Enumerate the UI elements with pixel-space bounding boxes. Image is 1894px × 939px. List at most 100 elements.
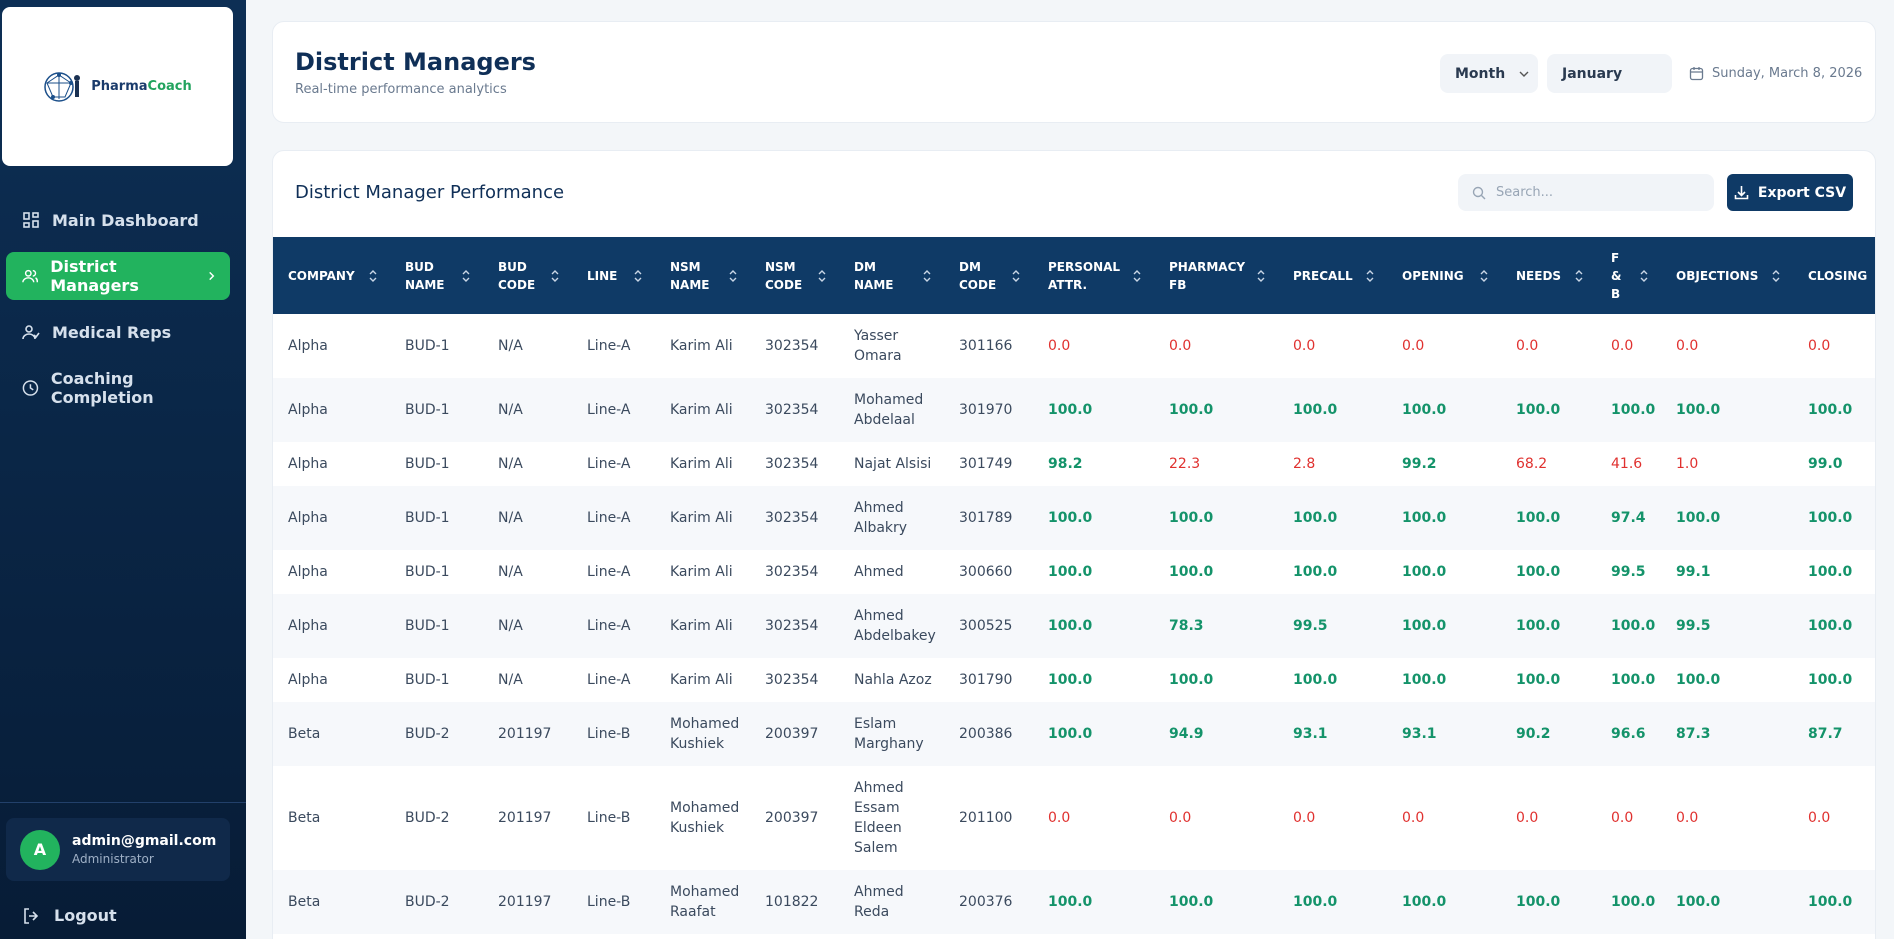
header-card: District Managers Real-time performance …: [272, 21, 1876, 123]
score-cell: 100.0: [1033, 702, 1154, 766]
brand-a: Pharma: [91, 79, 148, 94]
score-cell: 100.0: [1387, 594, 1501, 658]
table-cell: BUD-2: [390, 702, 483, 766]
table-cell: 200397: [765, 810, 819, 826]
score-cell: 0.0: [1676, 810, 1699, 826]
table-cell: 302354: [765, 456, 819, 472]
column-header[interactable]: DM CODE: [944, 237, 1033, 314]
period-type-select[interactable]: Month: [1440, 54, 1538, 93]
nav-label: District Managers: [50, 257, 139, 295]
column-label: NSM CODE: [765, 259, 803, 292]
table-cell: N/A: [498, 456, 523, 472]
column-header[interactable]: F & B: [1596, 237, 1661, 314]
score-cell: 0.0: [1676, 338, 1699, 354]
column-header[interactable]: DM NAME: [839, 237, 944, 314]
column-header[interactable]: NSM NAME: [655, 237, 750, 314]
score-cell: 100.0: [1501, 486, 1596, 550]
column-header[interactable]: CLOSING: [1793, 237, 1875, 314]
table-cell: 301970: [944, 378, 1033, 442]
score-cell: 93.1: [1278, 702, 1387, 766]
table-cell: Line-B: [587, 810, 631, 826]
table-cell: Alpha: [288, 456, 328, 472]
score-cell: 100.0: [1516, 564, 1561, 580]
table-cell: Alpha: [288, 564, 328, 580]
score-cell: 100.0: [1154, 870, 1278, 934]
score-cell: 99.5: [1278, 594, 1387, 658]
table-cell: Mohamed Kushiek: [670, 800, 740, 836]
score-cell: 93.1: [1387, 702, 1501, 766]
score-cell: 78.3: [1154, 594, 1278, 658]
table-cell: Line-A: [587, 672, 631, 688]
nav-item[interactable]: Medical Reps: [6, 308, 230, 356]
user-role: Administrator: [72, 852, 154, 866]
nav-item[interactable]: Coaching Completion: [6, 364, 230, 412]
score-cell: 100.0: [1278, 870, 1387, 934]
score-cell: 0.0: [1048, 810, 1071, 826]
table-cell: BUD-1: [390, 594, 483, 658]
column-header[interactable]: LINE: [572, 237, 655, 314]
period-select[interactable]: January: [1547, 54, 1672, 93]
table-cell: 201197: [483, 870, 572, 934]
column-label: BUD CODE: [498, 259, 536, 292]
table-cell: 301790: [959, 672, 1013, 688]
table-cell: 302354: [750, 594, 839, 658]
score-cell: 100.0: [1169, 564, 1214, 580]
logo: Pharma Coach: [2, 7, 233, 166]
divider: [0, 802, 246, 803]
table-cell: Alpha: [273, 486, 390, 550]
column-header[interactable]: NSM CODE: [750, 237, 839, 314]
page-subtitle: Real-time performance analytics: [295, 82, 507, 97]
table-cell: 300525: [944, 594, 1033, 658]
column-header[interactable]: PRECALL: [1278, 237, 1387, 314]
search-box[interactable]: Search...: [1458, 174, 1714, 211]
table-cell: Line-A: [587, 338, 631, 354]
column-header[interactable]: NEEDS: [1501, 237, 1596, 314]
score-cell: 100.0: [1293, 564, 1338, 580]
score-cell: 100.0: [1501, 594, 1596, 658]
nav-item[interactable]: Main Dashboard: [6, 196, 230, 244]
export-label: Export CSV: [1757, 184, 1847, 201]
column-header[interactable]: BUD CODE: [483, 237, 572, 314]
score-cell: 0.0: [1611, 810, 1634, 826]
table-cell: 301166: [959, 338, 1013, 354]
score-cell: 0.0: [1808, 810, 1831, 826]
score-cell: 1.0: [1676, 456, 1699, 472]
score-cell: 100.0: [1661, 486, 1793, 550]
data-table: COMPANY BUD NAME BUD CODE LINE NSM NAME NSM C…: [273, 237, 1875, 934]
logout[interactable]: Logout: [22, 906, 117, 925]
score-cell: 98.2: [1048, 456, 1083, 472]
column-header[interactable]: OBJECTIONS: [1661, 237, 1793, 314]
export-button[interactable]: Export CSV: [1727, 174, 1853, 211]
score-cell: 100.0: [1793, 870, 1875, 934]
table-row: Beta BUD-2 201197 Line-B Mohamed Raafat 10182…: [273, 870, 1875, 934]
column-label: CLOSING: [1808, 268, 1868, 283]
score-cell: 0.0: [1402, 810, 1425, 826]
score-cell: 100.0: [1596, 594, 1661, 658]
column-header[interactable]: COMPANY: [273, 237, 390, 314]
user-card: A admin@gmail.com Administrator: [6, 818, 230, 881]
column-header[interactable]: PHARMACY FB: [1154, 237, 1278, 314]
score-cell: 0.0: [1169, 338, 1192, 354]
table-cell: 301749: [959, 456, 1013, 472]
table-cell: 301789: [944, 486, 1033, 550]
score-cell: 100.0: [1808, 672, 1853, 688]
column-header[interactable]: PERSONAL ATTR.: [1033, 237, 1154, 314]
table-cell: Ahmed Essam Eldeen Salem: [854, 780, 904, 856]
table-cell: BUD-1: [405, 338, 450, 354]
score-cell: 41.6: [1611, 456, 1643, 472]
score-cell: 0.0: [1169, 810, 1192, 826]
score-cell: 96.6: [1596, 702, 1661, 766]
table-cell: 200397: [750, 702, 839, 766]
column-label: LINE: [587, 268, 618, 283]
score-cell: 100.0: [1501, 870, 1596, 934]
table-row: Alpha BUD-1 N/A Line-A Karim Ali 302354 Mohame…: [273, 378, 1875, 442]
column-label: OBJECTIONS: [1676, 268, 1759, 283]
table-cell: N/A: [483, 594, 572, 658]
column-label: COMPANY: [288, 268, 355, 283]
nav-item[interactable]: District Managers: [6, 252, 230, 300]
table-cell: Ahmed Reda: [839, 870, 944, 934]
column-header[interactable]: BUD NAME: [390, 237, 483, 314]
score-cell: 97.4: [1596, 486, 1661, 550]
column-header[interactable]: OPENING: [1387, 237, 1501, 314]
